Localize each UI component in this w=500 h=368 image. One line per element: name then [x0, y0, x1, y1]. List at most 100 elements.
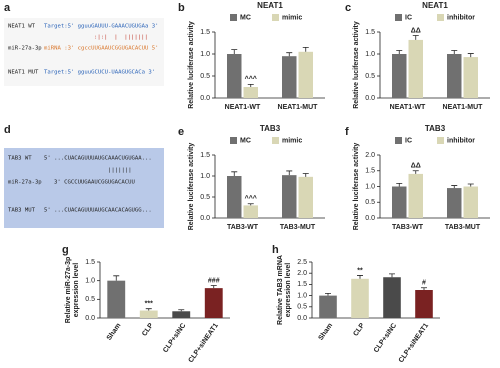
bar: [282, 175, 297, 218]
legend-swatch: [272, 137, 279, 144]
y-tick-label: 2.0: [297, 270, 307, 277]
y-axis-label: Relative luciferase activity: [188, 143, 195, 231]
seq-name: NEAT1 WT: [8, 24, 36, 30]
error-bar: [302, 47, 309, 52]
sequence: 3' CGCCUUGAAUCGGUGACACUU: [54, 180, 135, 186]
error-bar: [396, 182, 403, 187]
bar: [408, 39, 423, 98]
chart-title: NEAT1: [257, 1, 283, 10]
seq-name: TAB3 WT: [8, 156, 32, 162]
x-tick-label: CLP: [352, 322, 366, 338]
legend-swatch: [230, 137, 237, 144]
chart-title: TAB3: [260, 124, 281, 133]
bar: [204, 288, 223, 318]
significance-label: ^^^: [245, 75, 257, 83]
sequence-box: [4, 148, 164, 228]
significance-label: ###: [208, 277, 220, 284]
panel-letter: d: [4, 124, 11, 136]
x-tick-label: CLP+siNC: [162, 322, 187, 354]
x-tick-label: CLP+siNEAT1: [188, 322, 220, 364]
x-tick-label: NEAT1-WT: [390, 104, 426, 111]
error-bar: [389, 273, 395, 278]
y-axis-label: expression level: [73, 263, 80, 318]
bar: [392, 54, 407, 98]
bar: [463, 57, 478, 98]
y-tick-label: 0.0: [365, 215, 375, 222]
bar: [351, 278, 369, 318]
y-tick-label: 1.5: [200, 29, 210, 36]
error-bar: [467, 183, 474, 187]
y-tick-label: 0.5: [200, 73, 210, 80]
legend-label: MC: [240, 137, 251, 144]
significance-label: #: [422, 280, 426, 287]
y-axis-label: Relative TAB3 mRNA: [277, 255, 284, 325]
bar: [298, 51, 313, 98]
y-tick-label: 1.0: [297, 292, 307, 299]
y-tick-label: 1.0: [200, 173, 210, 180]
y-tick-label: 1.5: [365, 168, 375, 175]
error-bar: [247, 203, 254, 206]
y-tick-label: 0.0: [85, 315, 95, 322]
y-tick-label: 1.0: [85, 278, 95, 285]
chart-title: TAB3: [425, 124, 446, 133]
legend-label: mimic: [282, 14, 302, 21]
legend-label: IC: [405, 137, 412, 144]
seq-name: NEAT1 MUT: [8, 70, 39, 76]
bar: [243, 205, 258, 218]
error-bar: [357, 275, 363, 279]
y-axis-label: Relative miR-27a-3p: [65, 257, 72, 324]
legend-label: mimic: [282, 137, 302, 144]
sequence: 5' ...CUACAGUUUAUGCAACACAGUGG...: [44, 208, 152, 214]
match-line: |||||||: [108, 168, 132, 174]
x-tick-label: CLP+siNEAT1: [398, 322, 430, 364]
y-tick-label: 1.5: [85, 259, 95, 266]
panel-letter: e: [178, 126, 184, 138]
x-tick-label: NEAT1-WT: [225, 104, 261, 111]
bar: [408, 173, 423, 218]
x-tick-label: Sham: [106, 322, 123, 342]
x-tick-label: TAB3-WT: [392, 224, 424, 231]
y-tick-label: 0.0: [365, 95, 375, 102]
y-axis-label: expression level: [285, 263, 292, 318]
bar: [298, 176, 313, 218]
x-tick-label: NEAT1-MUT: [278, 104, 319, 111]
legend-swatch: [230, 14, 237, 21]
significance-label: ***: [145, 301, 153, 308]
sequence: Target:5' gguuGAUUU-GAAACUGUGAa 3': [44, 24, 159, 30]
error-bar: [247, 83, 254, 87]
legend-label: inhibitor: [447, 14, 475, 21]
y-tick-label: 1.5: [200, 152, 210, 159]
error-bar: [302, 173, 309, 177]
legend-swatch: [437, 14, 444, 21]
y-tick-label: 0.5: [200, 194, 210, 201]
bar: [139, 310, 158, 318]
y-tick-label: 1.0: [365, 51, 375, 58]
bar: [319, 295, 337, 318]
error-bar: [451, 185, 458, 189]
significance-label: ΔΔ: [411, 163, 421, 170]
legend-swatch: [437, 137, 444, 144]
y-tick-label: 2.5: [297, 259, 307, 266]
y-tick-label: 0.0: [200, 95, 210, 102]
panel-letter: h: [272, 244, 279, 256]
x-tick-label: CLP+siNC: [373, 322, 398, 354]
seq-name: miR-27a-3p: [8, 46, 42, 52]
error-bar: [467, 53, 474, 58]
panel-letter: f: [345, 126, 349, 138]
y-axis-label: Relative luciferase activity: [353, 143, 360, 231]
bar: [243, 87, 258, 98]
bar: [227, 54, 242, 98]
y-tick-label: 1.0: [365, 183, 375, 190]
bar: [447, 54, 462, 98]
panel-letter: g: [62, 244, 69, 256]
bar: [463, 186, 478, 218]
sequence-box: [4, 18, 164, 86]
error-bar: [113, 275, 120, 281]
y-tick-label: 0.5: [365, 73, 375, 80]
error-bar: [286, 52, 293, 57]
bar: [107, 280, 126, 318]
panel-letter: b: [178, 2, 185, 14]
seq-name: miR-27a-3p: [8, 180, 42, 186]
error-bar: [231, 171, 238, 176]
